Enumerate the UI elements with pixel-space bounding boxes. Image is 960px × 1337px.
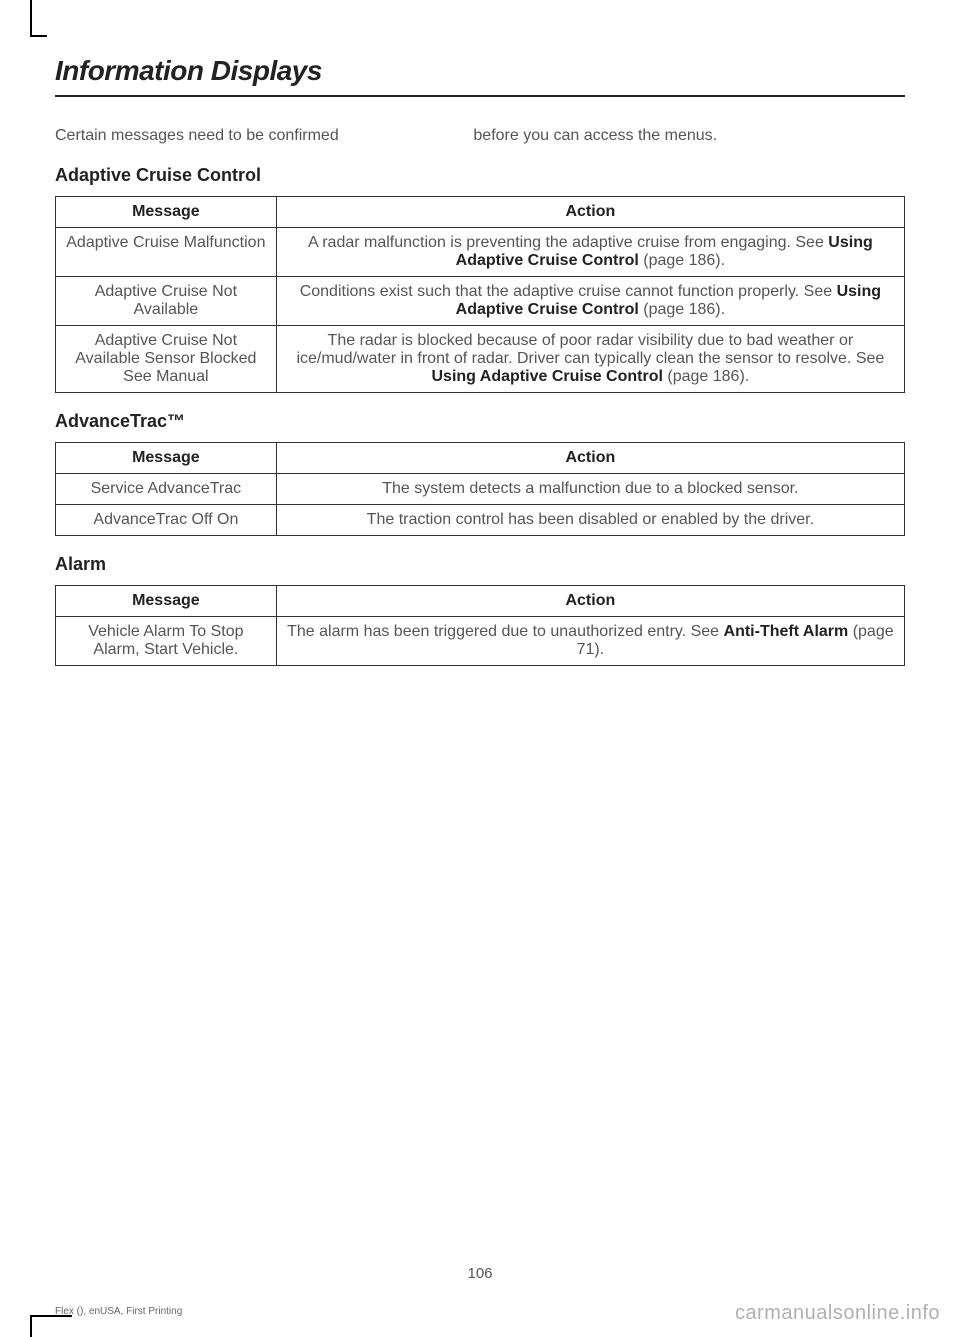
table-header-row: Message Action bbox=[56, 443, 905, 474]
page-title: Information Displays bbox=[55, 55, 905, 87]
intro-text: Certain messages need to be confirmed be… bbox=[55, 127, 905, 145]
alarm-table: Message Action Vehicle Alarm To Stop Ala… bbox=[55, 585, 905, 666]
action-pre: The alarm has been triggered due to unau… bbox=[287, 623, 723, 640]
action-bold: Using Adaptive Cruise Control bbox=[432, 368, 663, 385]
section-heading-acc: Adaptive Cruise Control bbox=[55, 165, 905, 186]
intro-col1: Certain messages need to be confirmed bbox=[55, 127, 453, 145]
action-pre: Conditions exist such that the adaptive … bbox=[300, 283, 837, 300]
table-header-row: Message Action bbox=[56, 586, 905, 617]
intro-col2: before you can access the menus. bbox=[453, 127, 905, 145]
col-header-message: Message bbox=[56, 197, 277, 228]
action-cell: The system detects a malfunction due to … bbox=[276, 474, 904, 505]
action-post: (page 186). bbox=[663, 368, 749, 385]
table-row: Service AdvanceTrac The system detects a… bbox=[56, 474, 905, 505]
section-heading-alarm: Alarm bbox=[55, 554, 905, 575]
crop-mark-top-left bbox=[30, 0, 47, 37]
table-header-row: Message Action bbox=[56, 197, 905, 228]
msg-cell: Adaptive Cruise Not Available Sensor Blo… bbox=[56, 326, 277, 393]
action-pre: The radar is blocked because of poor rad… bbox=[296, 332, 884, 367]
crop-mark-bottom-left bbox=[30, 1315, 72, 1337]
table-row: AdvanceTrac Off On The traction control … bbox=[56, 505, 905, 536]
page-container: Information Displays Certain messages ne… bbox=[0, 0, 960, 714]
table-row: Vehicle Alarm To Stop Alarm, Start Vehic… bbox=[56, 617, 905, 666]
action-cell: Conditions exist such that the adaptive … bbox=[276, 277, 904, 326]
action-post: (page 186). bbox=[639, 252, 725, 269]
header-rule bbox=[55, 95, 905, 97]
col-header-action: Action bbox=[276, 586, 904, 617]
col-header-action: Action bbox=[276, 443, 904, 474]
action-post: (page 186). bbox=[639, 301, 725, 318]
col-header-message: Message bbox=[56, 586, 277, 617]
section-heading-advancetrac: AdvanceTrac™ bbox=[55, 411, 905, 432]
footer-left: Flex (), enUSA, First Printing bbox=[55, 1306, 182, 1317]
action-cell: The traction control has been disabled o… bbox=[276, 505, 904, 536]
action-cell: The radar is blocked because of poor rad… bbox=[276, 326, 904, 393]
col-header-message: Message bbox=[56, 443, 277, 474]
table-row: Adaptive Cruise Not Available Sensor Blo… bbox=[56, 326, 905, 393]
table-row: Adaptive Cruise Malfunction A radar malf… bbox=[56, 228, 905, 277]
action-pre: A radar malfunction is preventing the ad… bbox=[308, 234, 828, 251]
msg-cell: AdvanceTrac Off On bbox=[56, 505, 277, 536]
msg-cell: Vehicle Alarm To Stop Alarm, Start Vehic… bbox=[56, 617, 277, 666]
action-bold: Anti-Theft Alarm bbox=[724, 623, 849, 640]
msg-cell: Adaptive Cruise Not Available bbox=[56, 277, 277, 326]
msg-cell: Service AdvanceTrac bbox=[56, 474, 277, 505]
msg-cell: Adaptive Cruise Malfunction bbox=[56, 228, 277, 277]
col-header-action: Action bbox=[276, 197, 904, 228]
watermark: carmanualsonline.info bbox=[735, 1302, 940, 1325]
table-row: Adaptive Cruise Not Available Conditions… bbox=[56, 277, 905, 326]
acc-table: Message Action Adaptive Cruise Malfuncti… bbox=[55, 196, 905, 393]
page-number: 106 bbox=[0, 1265, 960, 1282]
advancetrac-table: Message Action Service AdvanceTrac The s… bbox=[55, 442, 905, 536]
action-cell: The alarm has been triggered due to unau… bbox=[276, 617, 904, 666]
action-cell: A radar malfunction is preventing the ad… bbox=[276, 228, 904, 277]
